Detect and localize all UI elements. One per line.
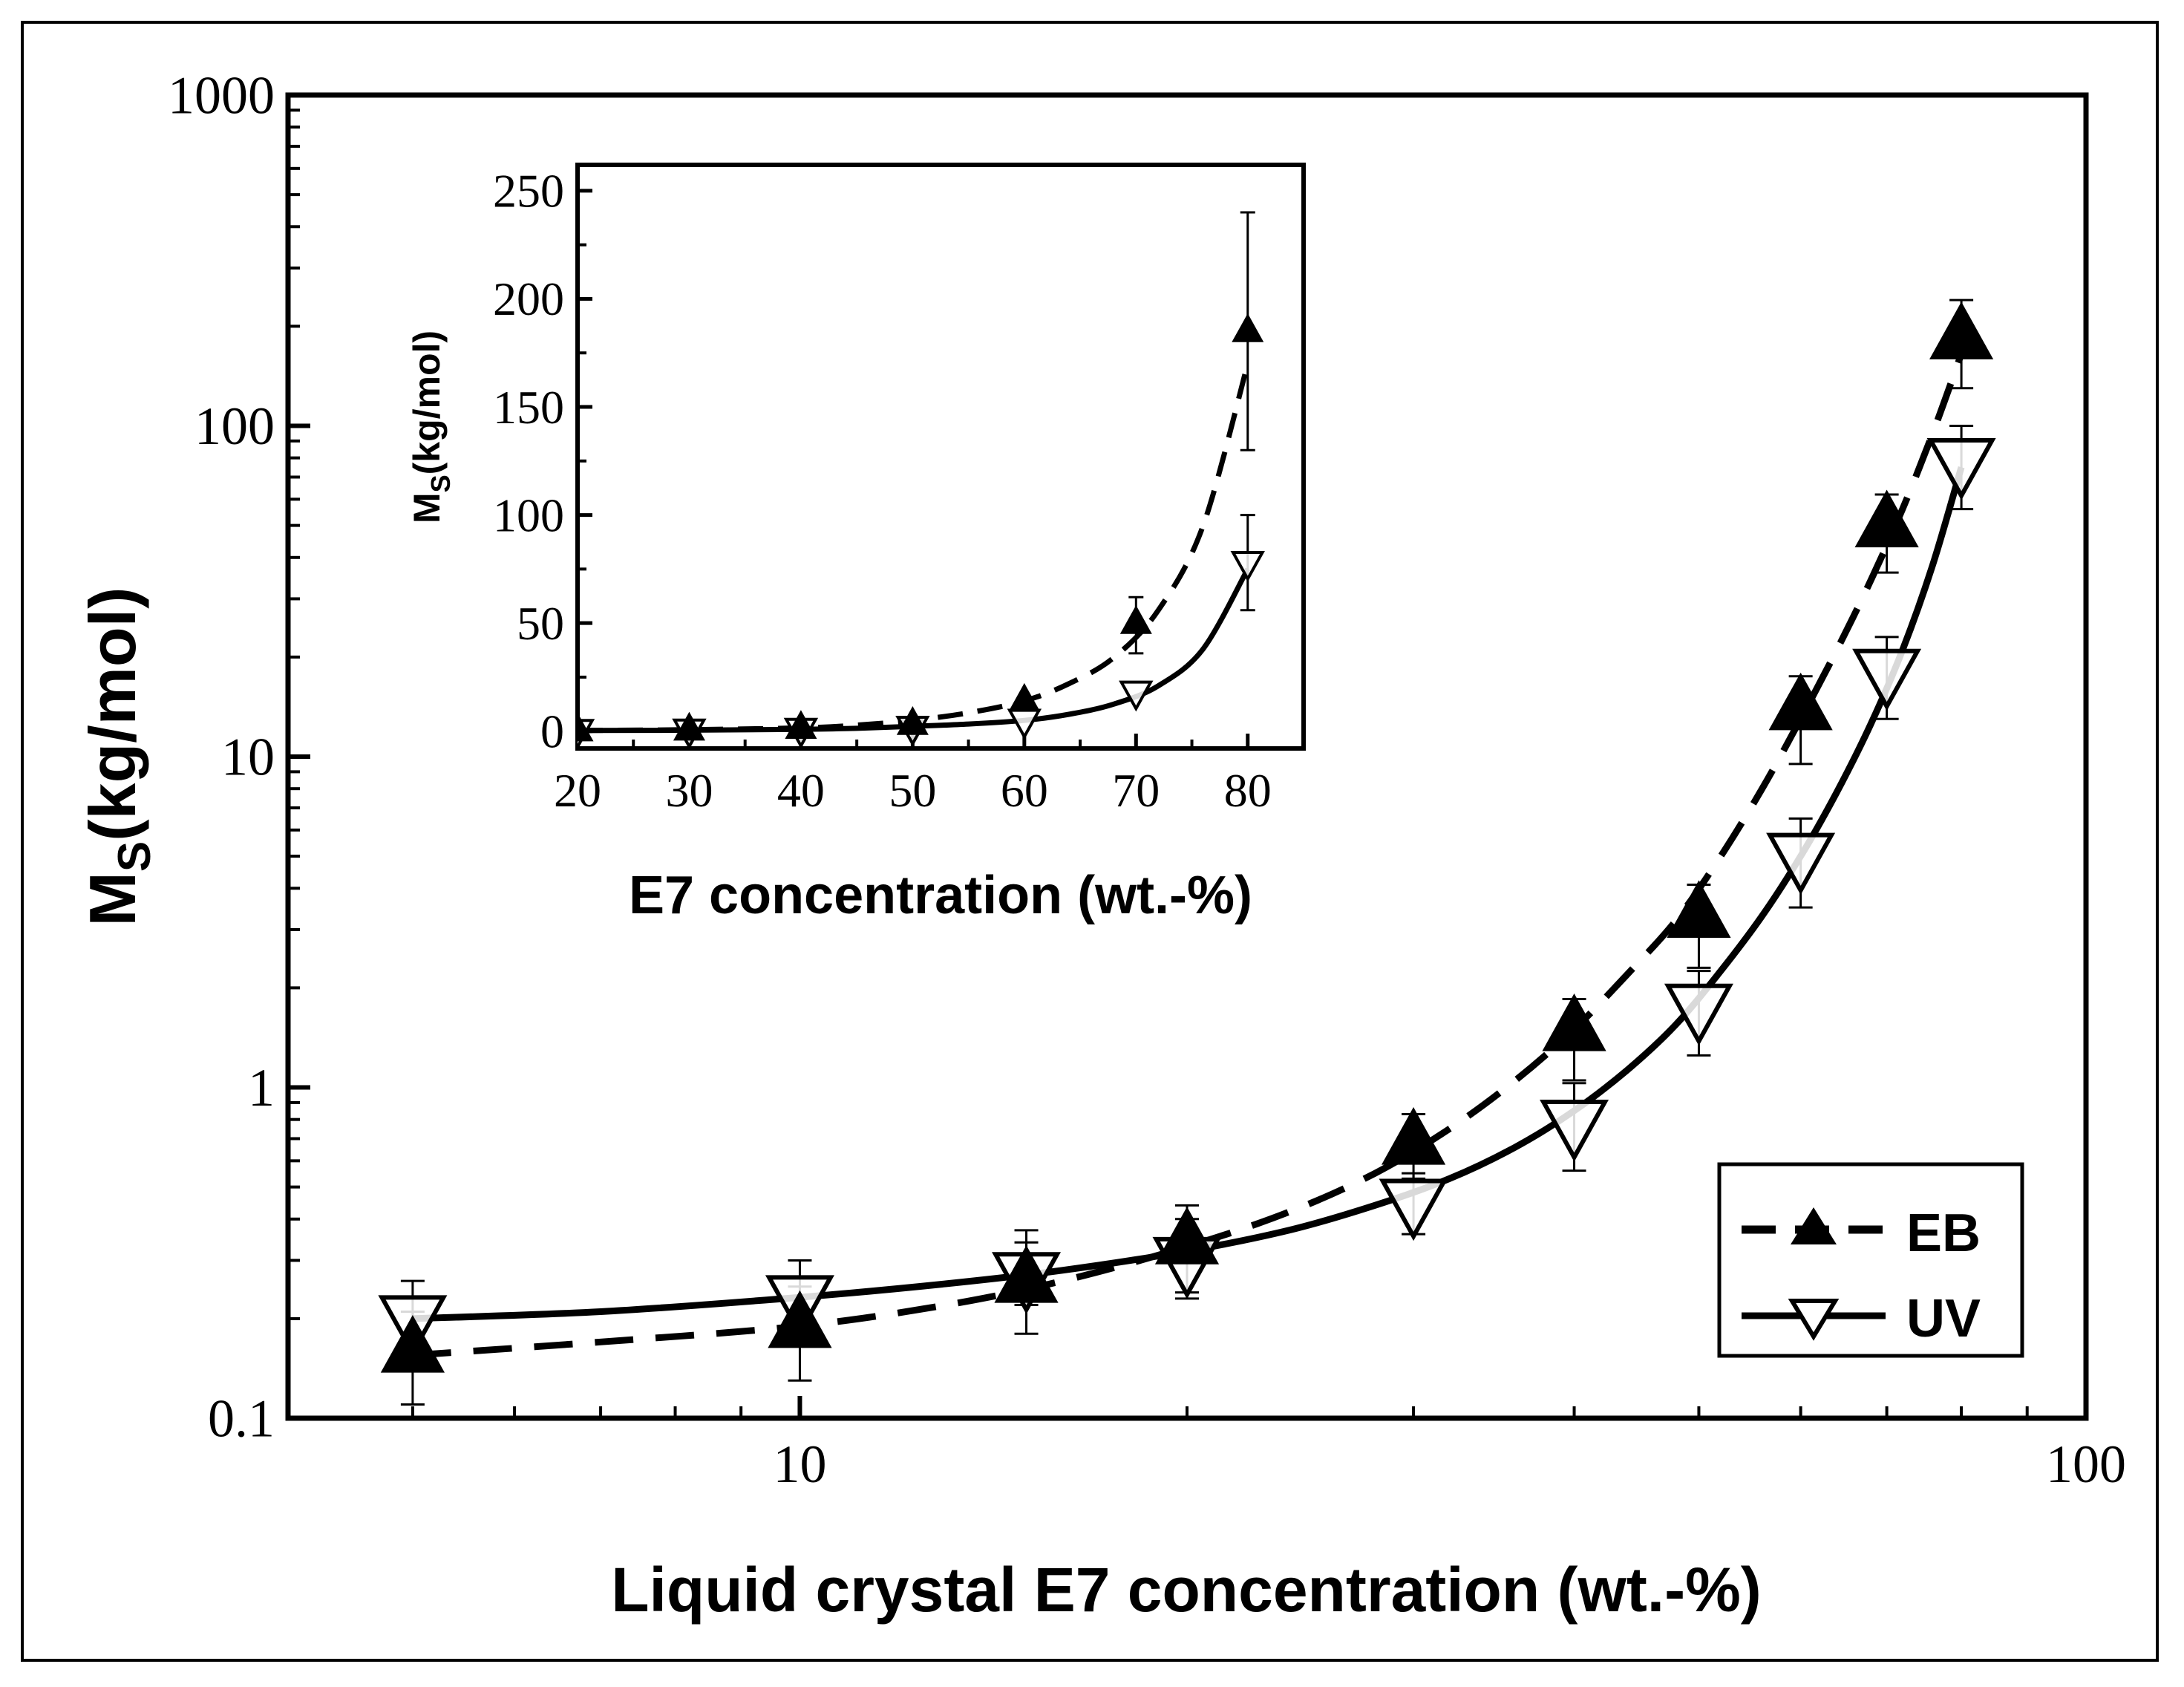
legend-label-uv: UV <box>1906 1289 1981 1348</box>
legend: EB UV <box>1717 1162 2024 1358</box>
inset-x-tick-label: 60 <box>1001 764 1048 817</box>
inset-y-tick-label: 250 <box>493 165 564 218</box>
inset-x-tick-label: 40 <box>777 764 825 817</box>
main-fit-lines <box>412 353 1965 1359</box>
legend-uv-marker <box>1788 1299 1840 1341</box>
inset-x-tick-label: 30 <box>665 764 713 817</box>
point-uv <box>1852 648 1922 711</box>
inset-y-tick-label: 0 <box>540 705 564 757</box>
inset-y-tick-label: 200 <box>493 273 564 325</box>
point-eb <box>1008 682 1041 712</box>
main-y-axis-ticks: 0.1 1 10 100 1000 <box>168 65 310 1448</box>
inset-y-tick-label: 100 <box>493 489 564 541</box>
inset-x-axis-ticks: 20 30 40 50 60 70 80 <box>554 734 1272 817</box>
point-eb <box>1854 489 1919 548</box>
inset-fit-lines <box>578 362 1251 734</box>
point-uv <box>1379 1178 1448 1241</box>
inset-x-tick-label: 80 <box>1224 764 1272 817</box>
point-eb <box>1542 993 1606 1051</box>
inset-x-axis-label: E7 concentration (wt.-%) <box>629 866 1252 925</box>
figure-frame <box>21 21 2159 1662</box>
fit-line-uv <box>412 466 1965 1322</box>
main-y-tick-label: 1 <box>248 1058 275 1117</box>
inset-plot: 20 30 40 50 60 70 80 0 50 100 150 200 250 E7 concen… <box>406 163 1306 925</box>
main-x-tick-label: 10 <box>773 1435 826 1494</box>
point-uv <box>1230 551 1265 582</box>
main-y-tick-label: 0.1 <box>208 1389 275 1448</box>
point-uv <box>1766 832 1836 895</box>
point-eb <box>768 1290 832 1348</box>
point-eb <box>1154 1207 1220 1265</box>
point-eb <box>673 711 705 741</box>
legend-eb-marker <box>1791 1207 1837 1244</box>
main-x-axis-label: Liquid crystal E7 concentration (wt.-%) <box>611 1555 1762 1625</box>
inset-x-tick-label: 70 <box>1112 764 1160 817</box>
inset-markers <box>578 313 1265 748</box>
main-y-tick-label: 1000 <box>168 65 275 125</box>
point-uv <box>1926 438 1996 500</box>
fit-line-eb <box>412 353 1965 1359</box>
main-markers <box>378 301 1996 1373</box>
main-y-axis-label: MS(kg/mol) <box>76 587 160 927</box>
inset-y-axis-label: MS(kg/mol) <box>406 330 456 523</box>
inset-plot-area <box>575 163 1306 751</box>
main-y-tick-label: 10 <box>221 727 275 786</box>
point-uv <box>1119 680 1154 712</box>
point-eb <box>785 710 817 739</box>
legend-label-eb: EB <box>1906 1204 1981 1263</box>
point-eb <box>1929 301 1994 359</box>
point-eb <box>1768 672 1833 731</box>
main-x-tick-label: 100 <box>2046 1435 2126 1494</box>
main-x-axis-ticks: 10 100 <box>773 1396 2126 1494</box>
inset-x-tick-label: 20 <box>554 764 601 817</box>
point-eb <box>380 1315 445 1373</box>
point-eb <box>1381 1107 1446 1165</box>
point-eb <box>1232 313 1264 342</box>
point-eb <box>994 1245 1059 1303</box>
inset-y-axis-ticks: 0 50 100 150 200 250 <box>493 165 592 757</box>
point-eb <box>896 706 929 735</box>
inset-y-tick-label: 50 <box>517 597 564 650</box>
legend-box <box>1717 1162 2024 1358</box>
point-eb <box>1119 605 1152 634</box>
inset-y-tick-label: 150 <box>493 381 564 434</box>
main-minor-ticks <box>287 108 2029 1418</box>
point-eb <box>578 712 594 742</box>
legend-entry-eb: EB <box>1742 1204 1981 1263</box>
fit-line-uv <box>578 567 1250 734</box>
point-uv <box>1540 1100 1609 1162</box>
main-y-tick-label: 100 <box>194 397 275 456</box>
inset-x-tick-label: 50 <box>889 764 936 817</box>
point-uv <box>1664 983 1733 1046</box>
point-eb <box>1667 880 1731 939</box>
legend-entry-uv: UV <box>1742 1289 1981 1348</box>
